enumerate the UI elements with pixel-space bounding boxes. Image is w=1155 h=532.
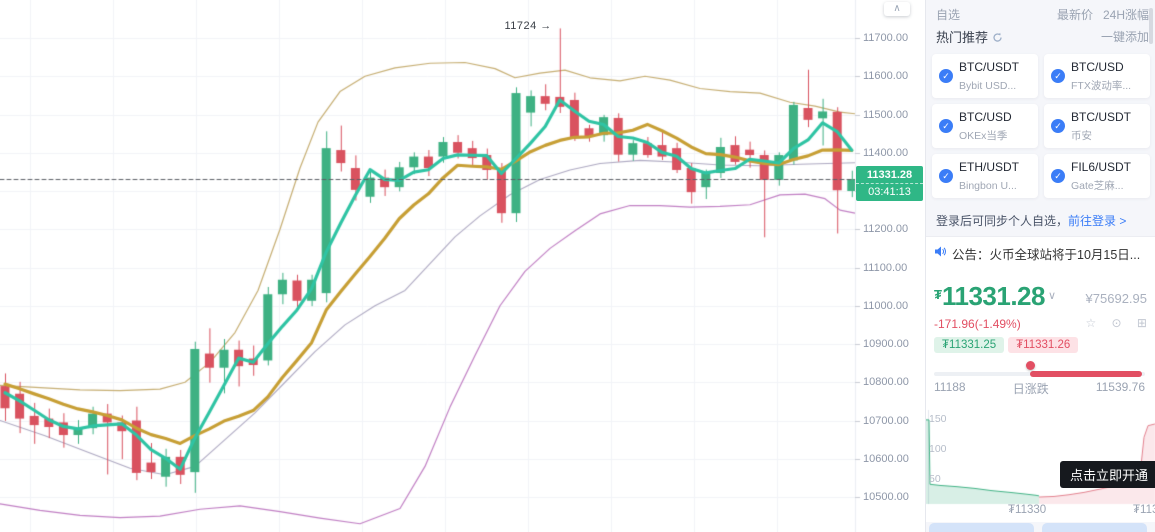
current-price-value: 11331.28 bbox=[866, 169, 913, 182]
peek-button-bar[interactable] bbox=[929, 523, 1147, 532]
announcement-text: 公告：火币全球站将于10月15日... bbox=[952, 248, 1141, 262]
card-pair: BTC/USD bbox=[959, 110, 1012, 124]
day-low: 11188 bbox=[934, 380, 966, 394]
card-pair: BTC/USDT bbox=[959, 60, 1019, 74]
y-axis-label: 11600.00 bbox=[863, 70, 909, 83]
check-icon[interactable]: ✓ bbox=[1051, 119, 1065, 133]
card-source: Bybit USD... bbox=[959, 80, 1017, 92]
cny-value: ¥75692.95 bbox=[1085, 291, 1147, 306]
y-axis-label: 11400.00 bbox=[863, 146, 909, 159]
y-axis-label: 11100.00 bbox=[863, 261, 908, 274]
candlestick-chart[interactable] bbox=[0, 0, 925, 532]
card-source: FTX波动率... bbox=[1071, 80, 1132, 92]
watchlist-card[interactable]: ✓ BTC/USD OKEx当季 bbox=[932, 104, 1038, 148]
kline-chart-panel: 11724 → 11700.00 11600.00 11500.00 11400.00… bbox=[0, 0, 925, 532]
day-range-labels: 11188 日涨跌 11539.76 bbox=[934, 380, 1145, 397]
ticker-tool-icons[interactable]: ☆ ⊙ ⊞ bbox=[1085, 316, 1153, 330]
watchlist-card[interactable]: ✓ BTC/USDT 币安 bbox=[1044, 104, 1150, 148]
day-range-fill bbox=[1030, 371, 1143, 377]
y-axis-label: 11200.00 bbox=[863, 223, 909, 236]
day-range-marker[interactable] bbox=[1026, 361, 1036, 370]
peek-button[interactable] bbox=[929, 523, 1034, 532]
col-latest-price: 最新价 bbox=[1056, 8, 1093, 22]
last-price: ₮11331.28 ∨ bbox=[934, 281, 1056, 312]
bid-price-pill[interactable]: ₮11331.25 bbox=[934, 337, 1005, 353]
login-sync-row: 登录后可同步个人自选，前往登录 > bbox=[936, 214, 1127, 228]
hot-recommend-label: 热门推荐 bbox=[936, 27, 1003, 46]
check-icon[interactable]: ✓ bbox=[939, 69, 953, 83]
bid-ask-row: ₮11331.25 ₮11331.26 bbox=[934, 335, 1079, 353]
speaker-icon bbox=[934, 245, 947, 263]
ask-price-pill[interactable]: ₮11331.26 bbox=[1008, 337, 1079, 353]
price-axis[interactable]: 11700.0011600.0011500.0011400.0011300.00… bbox=[855, 0, 925, 532]
card-source: 币安 bbox=[1071, 130, 1092, 142]
day-high: 11539.76 bbox=[1095, 380, 1145, 394]
price-change: -171.96(-1.49%) bbox=[934, 317, 1021, 331]
card-pair: FIL6/USDT bbox=[1071, 160, 1132, 174]
peek-button[interactable] bbox=[1042, 523, 1147, 532]
card-source: Gate芝麻... bbox=[1071, 180, 1124, 192]
watchlist-card[interactable]: ✓ FIL6/USDT Gate芝麻... bbox=[1044, 154, 1150, 198]
y-axis-label: 11700.00 bbox=[863, 32, 909, 44]
go-login-link[interactable]: 前往登录 > bbox=[1068, 214, 1127, 228]
announcement-bar[interactable]: 公告：火币全球站将于10月15日... bbox=[926, 236, 1155, 268]
depth-ytick: 150 bbox=[929, 413, 947, 425]
check-icon[interactable]: ✓ bbox=[939, 169, 953, 183]
chevron-up-icon[interactable]: ∧ bbox=[884, 2, 910, 16]
y-axis-label: 10500.00 bbox=[863, 491, 909, 503]
add-all-button[interactable]: 一键添加 bbox=[1100, 30, 1149, 44]
last-price-value: 11331.28 bbox=[941, 281, 1046, 311]
high-price-annotation: 11724 → bbox=[504, 20, 552, 32]
activate-now-tooltip[interactable]: 点击立即开通 bbox=[1060, 461, 1155, 488]
current-price-badge: 11331.28 03:41:13 bbox=[856, 166, 923, 202]
watchlist-card[interactable]: ✓ BTC/USDT Bybit USD... bbox=[932, 54, 1038, 98]
depth-xlabel-right: ₮113 bbox=[1133, 504, 1155, 516]
card-source: OKEx当季 bbox=[959, 130, 1008, 142]
col-24h-change: 24H涨幅 bbox=[1102, 8, 1149, 22]
card-pair: BTC/USD bbox=[1071, 60, 1124, 74]
check-icon[interactable]: ✓ bbox=[939, 119, 953, 133]
watchlist-card[interactable]: ✓ BTC/USD FTX波动率... bbox=[1044, 54, 1150, 98]
panel-scrollbar[interactable] bbox=[1149, 8, 1153, 44]
depth-ytick: 50 bbox=[929, 473, 941, 485]
y-axis-label: 10700.00 bbox=[863, 414, 909, 427]
y-axis-label: 10800.00 bbox=[863, 376, 909, 389]
y-axis-label: 11000.00 bbox=[863, 299, 909, 312]
depth-chart[interactable] bbox=[926, 396, 1155, 514]
y-axis-label: 11500.00 bbox=[863, 108, 909, 121]
tether-symbol: ₮ bbox=[934, 287, 942, 302]
check-icon[interactable]: ✓ bbox=[1051, 169, 1065, 183]
candle-countdown: 03:41:13 bbox=[856, 183, 923, 201]
y-axis-label: 10900.00 bbox=[863, 338, 909, 350]
card-source: Bingbon U... bbox=[959, 180, 1017, 192]
depth-xlabel-mid: ₮11330 bbox=[1008, 504, 1047, 516]
tab-watchlist[interactable]: 自选 bbox=[936, 8, 961, 22]
refresh-icon[interactable] bbox=[992, 31, 1003, 46]
watchlist-panel: 自选 最新价 24H涨幅 热门推荐 一键添加 ✓ BTC/USDT Bybit US… bbox=[925, 0, 1155, 532]
day-range-title: 日涨跌 bbox=[1012, 382, 1049, 396]
y-axis-label: 10600.00 bbox=[863, 452, 909, 465]
depth-ytick: 100 bbox=[929, 443, 947, 455]
check-icon[interactable]: ✓ bbox=[1051, 69, 1065, 83]
watchlist-card[interactable]: ✓ ETH/USDT Bingbon U... bbox=[932, 154, 1038, 198]
caret-down-icon[interactable]: ∨ bbox=[1047, 290, 1057, 302]
card-pair: ETH/USDT bbox=[959, 160, 1019, 174]
card-pair: BTC/USDT bbox=[1071, 110, 1131, 124]
watchlist-column-headers: 最新价 24H涨幅 bbox=[1047, 6, 1149, 23]
